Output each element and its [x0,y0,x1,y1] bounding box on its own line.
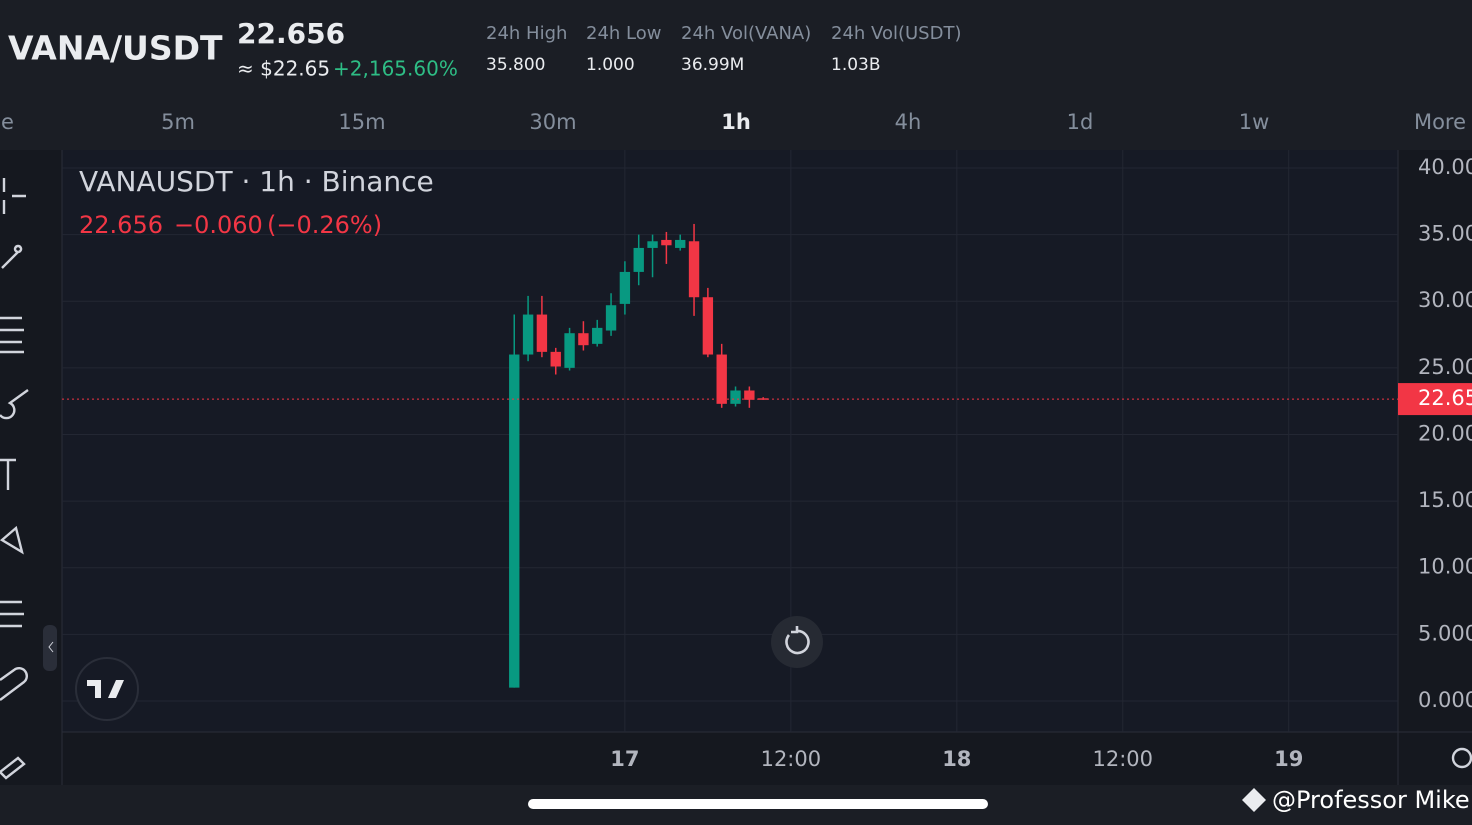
reset-button[interactable] [771,616,823,668]
approx-price: ≈ $22.65 [237,57,330,81]
plot: 0.000 5.000 10.000 15.000 20.000 25.000 30.000… [62,150,1472,771]
candle-body [522,314,534,355]
stat-label: 24h Vol(USDT) [831,23,961,44]
y-tick-label: 35.000 [1418,222,1472,246]
legend-pct: (−0.26%) [267,211,382,239]
text-icon[interactable] [0,458,16,490]
stat-value: 35.800 [486,55,545,75]
y-tick-label: 5.000 [1418,621,1472,645]
reset-icon [785,626,810,655]
candle-body [578,333,589,346]
timeframe[interactable]: 30m [529,110,576,134]
trendline-icon[interactable] [1,244,23,269]
fib-icon[interactable] [0,316,24,354]
header-bg [0,0,1472,150]
candle-body [675,239,686,248]
x-tick-label: 17 [610,747,639,771]
candle-body [550,351,561,367]
candle-body [661,239,672,246]
timeframe[interactable]: 1d [1067,110,1094,134]
candle-body [744,390,755,400]
candle-body [702,297,714,355]
plot-bg [62,150,1398,732]
candle-body [605,305,617,331]
timeframe[interactable]: 1h [721,110,751,134]
stat-value: 36.99M [681,55,744,75]
timeframe[interactable]: 15m [338,110,385,134]
stats: 24h High 35.800 24h Low 1.000 24h Vol(VANA) 3… [486,23,961,75]
y-tick-label: 15.000 [1418,488,1472,512]
candle-body [688,241,700,298]
watermark: @Professor Mike [1272,786,1470,814]
price-tag-label: 22.656 [1418,386,1472,410]
toolbar [0,178,57,780]
timeframe[interactable]: 5m [161,110,195,134]
timeframe[interactable]: 4h [895,110,922,134]
watermark-icon [1242,788,1266,812]
timeframe[interactable]: Line [0,110,14,134]
y-tick-label: 0.000 [1418,688,1472,712]
logo-badge[interactable] [75,657,139,721]
favorite-icon[interactable] [0,667,28,701]
x-tick-label: 12:00 [1093,747,1154,771]
legend-price: 22.656 [79,211,163,239]
ruler-icon[interactable] [0,756,26,780]
y-tick-label: 10.000 [1418,555,1472,579]
home-indicator [528,799,988,809]
pattern-icon[interactable] [0,525,24,555]
collapse-arrow [48,641,54,653]
y-tick-label: 20.000 [1418,421,1472,445]
legend-title: VANAUSDT · 1h · Binance [79,165,434,198]
timeframes: Line 5m 15m 30m 1h 4h 1d 1w More [0,110,1466,134]
y-tick-label: 25.000 [1418,355,1472,379]
candle-body [647,241,658,248]
candle-body [619,271,631,304]
timeframe[interactable]: More [1414,110,1466,134]
stat-label: 24h Low [586,23,661,44]
candle-body [592,327,603,344]
candle-body [730,390,741,404]
x-tick-label: 18 [942,747,971,771]
y-tick-label: 30.000 [1418,288,1472,312]
stat-label: 24h High [486,23,567,44]
logo [87,680,124,698]
candle-body [716,354,727,404]
candle-body [509,354,520,688]
settings-icon[interactable] [1451,747,1472,769]
price-tag [1398,383,1472,416]
candle-body [633,247,644,272]
measure-icon[interactable] [0,600,24,628]
x-tick-label: 12:00 [761,747,822,771]
pair: VANA/USDT [8,29,223,68]
change: +2,165.60% [333,57,458,81]
crosshair-icon[interactable] [2,178,26,214]
y-tick-label: 40.000 [1418,155,1472,179]
candle-body [536,314,548,352]
legend-change: −0.060 [174,211,263,239]
stat-label: 24h Vol(VANA) [681,23,811,44]
stat-value: 1.000 [586,55,635,75]
timeframe[interactable]: 1w [1239,110,1270,134]
price: 22.656 [237,17,345,50]
brush-icon[interactable] [0,389,29,420]
x-tick-label: 19 [1274,747,1303,771]
candle-body [564,333,575,368]
stat-value: 1.03B [831,55,881,75]
